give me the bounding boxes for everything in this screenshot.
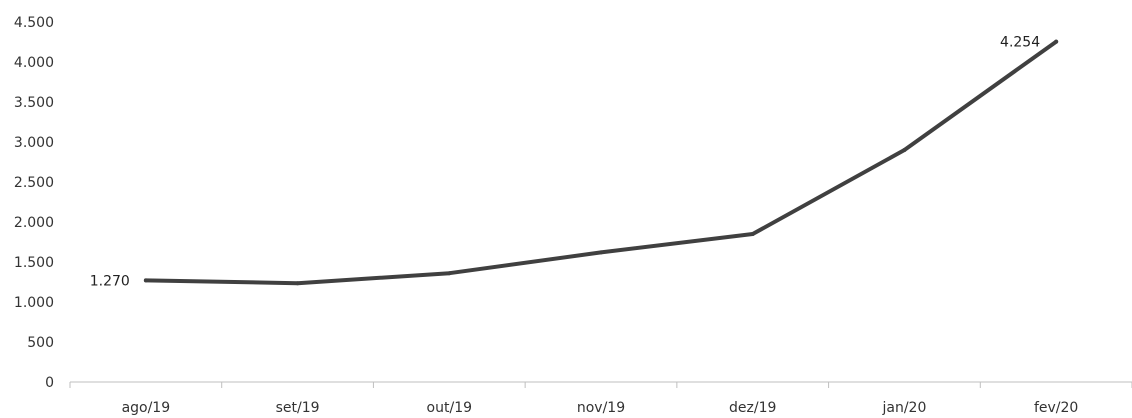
y-tick-label: 1.500 (14, 255, 54, 271)
data-label: 1.270 (90, 273, 130, 289)
series-line (143, 39, 1059, 286)
x-tick-label: jan/20 (881, 400, 926, 416)
data-point (599, 250, 603, 255)
x-tick-label: dez/19 (729, 400, 776, 416)
x-tick-label: nov/19 (577, 400, 625, 416)
series-group (143, 39, 1059, 286)
y-tick-label: 2.000 (14, 215, 54, 231)
data-point (447, 271, 452, 276)
x-tick-label: out/19 (427, 400, 472, 416)
x-tick-label: set/19 (276, 400, 320, 416)
y-tick-label: 1.000 (14, 295, 54, 311)
y-axis-ticks: 0 500 1.000 1.500 2.000 2.500 3.000 3.500 4.000 4… (14, 15, 54, 391)
data-label: 4.254 (1000, 35, 1040, 51)
y-tick-label: 4.500 (14, 15, 54, 31)
data-labels: 1.270 4.254 (90, 35, 1040, 290)
data-point (750, 232, 755, 236)
y-tick-label: 500 (27, 335, 54, 351)
y-tick-label: 3.000 (14, 135, 54, 151)
x-tick-label: fev/20 (1034, 400, 1078, 416)
data-point (902, 148, 907, 152)
data-point (1054, 39, 1059, 44)
x-axis-ticks: ago/19 set/19 out/19 nov/19 dez/19 jan/20 fev/… (69, 382, 1132, 416)
y-tick-label: 3.500 (14, 95, 54, 111)
y-tick-label: 4.000 (14, 55, 54, 71)
y-tick-label: 0 (45, 375, 54, 391)
y-tick-label: 2.500 (14, 175, 54, 191)
x-tick-label: ago/19 (122, 400, 171, 416)
data-point (295, 281, 300, 286)
data-point (143, 278, 148, 283)
